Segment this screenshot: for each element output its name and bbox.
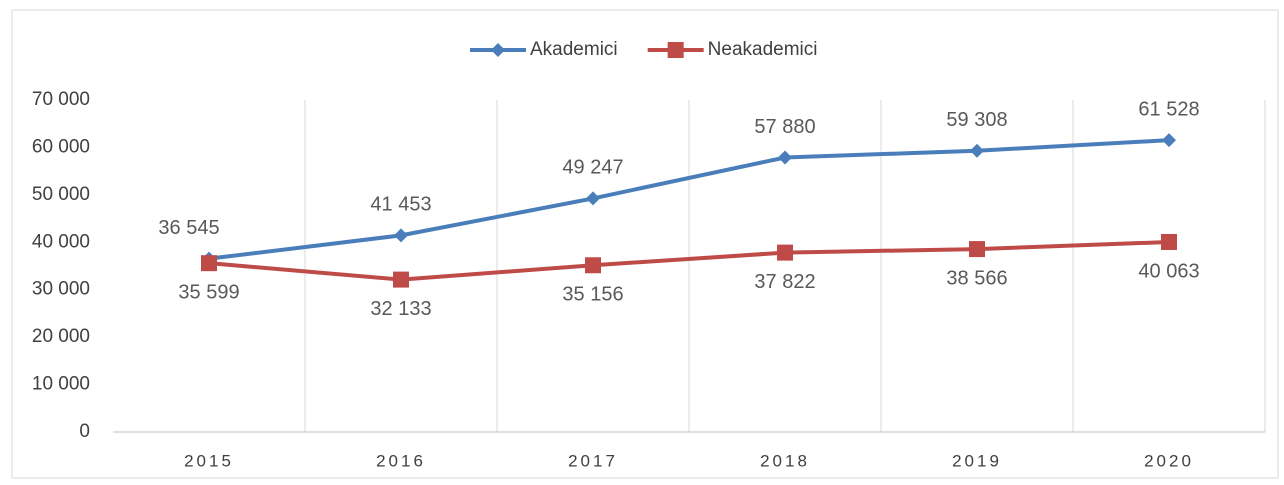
data-point — [970, 143, 984, 158]
legend-marker — [667, 42, 684, 58]
x-tick-label: 2020 — [1144, 451, 1194, 470]
data-label: 35 599 — [178, 281, 239, 303]
data-point — [778, 150, 792, 165]
x-tick-label: 2018 — [760, 451, 810, 470]
x-tick-label: 2019 — [952, 451, 1002, 470]
y-tick-label: 10 000 — [32, 374, 90, 395]
x-tick-label: 2015 — [184, 451, 234, 470]
data-point — [969, 241, 985, 258]
y-tick-label: 0 — [79, 421, 90, 442]
data-label: 40 063 — [1138, 260, 1199, 282]
series-line — [208, 239, 1170, 282]
data-label: 57 880 — [754, 116, 815, 138]
data-point — [777, 244, 793, 261]
data-point — [201, 255, 217, 272]
y-tick-label: 70 000 — [32, 89, 90, 110]
data-point — [1161, 233, 1177, 250]
legend-label: Neakademici — [708, 39, 818, 60]
data-point — [585, 257, 601, 274]
y-tick-label: 60 000 — [32, 136, 90, 157]
y-tick-label: 20 000 — [32, 326, 90, 347]
x-tick-label: 2016 — [376, 451, 426, 470]
data-point — [586, 191, 600, 206]
y-tick-label: 50 000 — [32, 184, 90, 205]
y-tick-label: 30 000 — [32, 279, 90, 300]
legend-label: Akademici — [530, 39, 618, 60]
data-point — [393, 271, 409, 288]
legend-marker — [491, 43, 505, 57]
data-point — [394, 228, 408, 243]
data-point — [1162, 133, 1176, 148]
data-label: 35 156 — [562, 284, 623, 306]
series-line — [208, 138, 1170, 261]
x-tick-label: 2017 — [568, 451, 618, 470]
data-label: 32 133 — [370, 298, 431, 320]
data-label: 49 247 — [562, 157, 623, 179]
data-label: 38 566 — [946, 267, 1007, 289]
data-label: 61 528 — [1138, 98, 1199, 120]
data-label: 37 822 — [754, 271, 815, 293]
data-label: 59 308 — [946, 109, 1007, 131]
data-label: 36 545 — [158, 217, 219, 239]
data-label: 41 453 — [370, 194, 431, 216]
y-tick-label: 40 000 — [32, 231, 90, 252]
